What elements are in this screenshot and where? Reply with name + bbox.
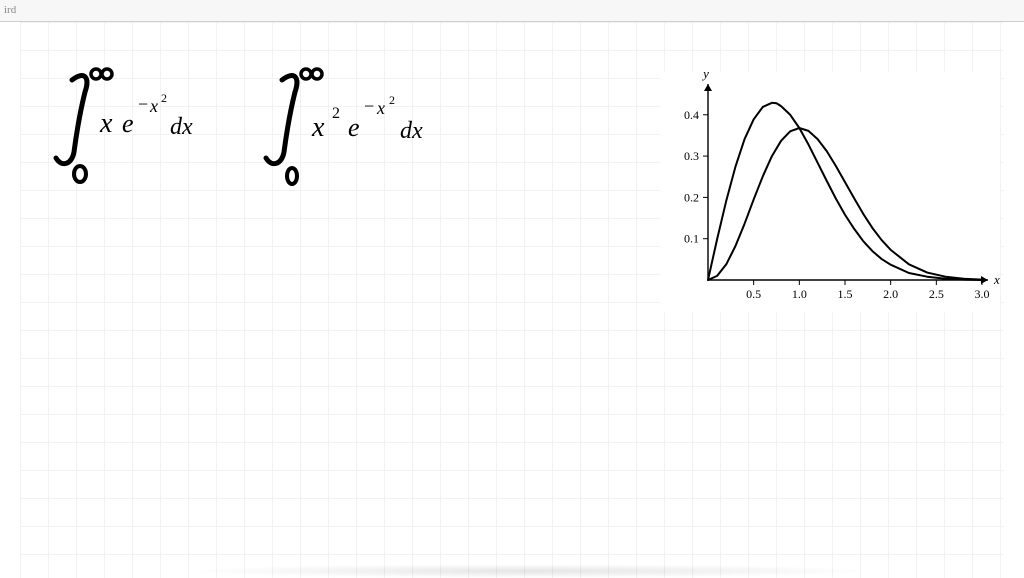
x-tick-label: 1.0	[792, 287, 807, 301]
integral-1: x e − x 2 dx	[50, 52, 230, 182]
integral-1-lower	[74, 166, 86, 182]
curve-series-2	[708, 128, 982, 280]
integral-2-exp-x: x	[376, 98, 385, 118]
x-tick-label: 3.0	[975, 287, 990, 301]
y-tick-label: 0.2	[684, 190, 699, 204]
integral-1-upper	[91, 69, 112, 79]
y-tick-label: 0.1	[684, 232, 699, 246]
integral-1-x: x	[99, 108, 113, 139]
x-tick-label: 1.5	[838, 287, 853, 301]
integral-1-svg: x e − x 2 dx	[50, 52, 230, 182]
integral-1-exp-x: x	[149, 96, 158, 116]
integral-2-e: e	[348, 113, 360, 142]
integral-2-xsq: 2	[332, 105, 340, 122]
curve-series-1	[708, 103, 982, 280]
integral-2-svg: x 2 e − x 2 dx	[260, 52, 480, 182]
y-tick-label: 0.4	[684, 108, 699, 122]
x-tick-label: 0.5	[746, 287, 761, 301]
x-tick-label: 2.0	[883, 287, 898, 301]
y-axis-label: y	[701, 72, 709, 81]
integral-2: x 2 e − x 2 dx	[260, 52, 480, 182]
title-bar-text: ird	[4, 4, 16, 16]
title-bar: ird	[0, 0, 1024, 22]
integral-1-e: e	[122, 109, 134, 138]
integral-1-dx: dx	[170, 114, 193, 140]
y-tick-label: 0.3	[684, 149, 699, 163]
integral-sign-1	[56, 76, 87, 164]
bottom-shadow	[180, 564, 880, 578]
y-axis-arrow	[704, 84, 712, 91]
integral-2-exp-2: 2	[389, 93, 395, 107]
x-axis-label: x	[993, 272, 1000, 287]
integral-2-dx: dx	[400, 118, 423, 144]
integral-2-exp-minus: −	[364, 96, 374, 116]
integral-2-upper	[301, 69, 322, 79]
chart-container: 0.5 1.0 1.5 2.0 2.5 3.0 0.1 0.2 0.3 0.4 x y	[660, 72, 1000, 312]
integral-1-exp-2: 2	[161, 91, 167, 105]
integral-1-exp-minus: −	[138, 94, 148, 114]
x-tick-label: 2.5	[929, 287, 944, 301]
integral-sign-2	[266, 76, 297, 164]
chart-svg: 0.5 1.0 1.5 2.0 2.5 3.0 0.1 0.2 0.3 0.4 x y	[660, 72, 1000, 312]
whiteboard-area: x e − x 2 dx x 2 e − x 2 dx 0	[20, 22, 1004, 578]
integral-2-lower	[287, 168, 297, 184]
integral-2-x: x	[311, 112, 325, 143]
